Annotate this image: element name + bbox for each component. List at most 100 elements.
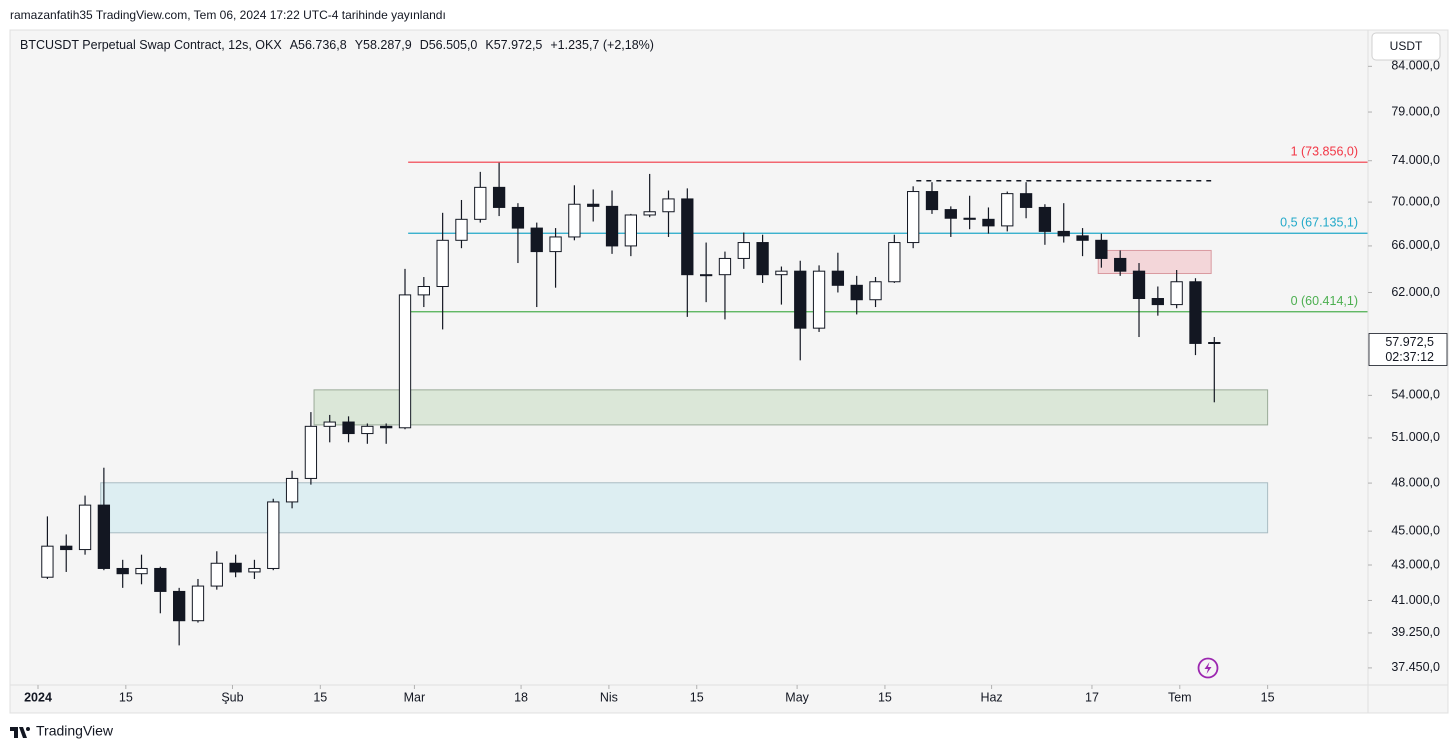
currency[interactable]: USDT [1390, 39, 1423, 53]
candle-body [530, 227, 543, 253]
last-price-box [1368, 333, 1448, 366]
candle-body [1170, 281, 1183, 306]
candle-body [116, 567, 129, 575]
chart-panel [9, 29, 1449, 714]
candle-body [1057, 230, 1070, 237]
candle-body [173, 590, 186, 622]
candle-body [1151, 298, 1164, 306]
candle-body [568, 203, 581, 238]
candle-body [135, 567, 148, 575]
candle-body [756, 242, 769, 276]
candle-body [907, 191, 920, 244]
symbol: BTCUSDT Perpetual Swap Contract, 12s, OK… [20, 38, 282, 52]
y-tick-label: 48.000,0 [1391, 475, 1440, 489]
candle-body [699, 274, 713, 277]
candle-body [323, 421, 336, 427]
fib-label: 0,5 (67.135,1) [1280, 216, 1358, 230]
x-tick-label: Şub [221, 690, 243, 704]
candle-body [1019, 193, 1033, 208]
zone [1097, 249, 1212, 275]
currency-button[interactable] [1371, 32, 1441, 61]
ohlc-low: D56.505,0 [420, 38, 478, 52]
candle-body [97, 504, 111, 569]
y-tick-label: 43.000,0 [1391, 557, 1440, 571]
candle-body [549, 236, 562, 253]
candle-body [342, 421, 355, 435]
candle-body [605, 205, 619, 247]
candle-body [1076, 235, 1089, 241]
candle-body [191, 585, 205, 622]
fib-label: 1 (73.856,0) [1291, 144, 1358, 158]
candle-body [417, 286, 430, 296]
candle-body [775, 270, 788, 276]
alert-circle[interactable] [1197, 657, 1219, 679]
y-tick-label: 79.000,0 [1391, 104, 1440, 118]
x-tick-label: May [785, 690, 809, 704]
x-tick-label: 2024 [24, 690, 52, 704]
alert-bolt[interactable] [1204, 662, 1212, 674]
branding: TradingView [36, 723, 114, 739]
candle-body [681, 198, 694, 276]
x-tick-label: Mar [404, 690, 426, 704]
candle-body [869, 281, 882, 301]
ohlc-change: +1.235,7 (+2,18%) [550, 38, 654, 52]
x-tick-label: 15 [1261, 690, 1275, 704]
candle-body [850, 284, 863, 301]
x-tick-label: Tem [1168, 690, 1192, 704]
candle-body [41, 545, 54, 578]
candle-body [944, 209, 957, 219]
candle-body [154, 567, 167, 592]
x-tick-label: 15 [313, 690, 327, 704]
candle-body [624, 214, 637, 247]
candle-body [718, 257, 732, 276]
candle-body [1001, 193, 1014, 227]
y-tick-label: 84.000,0 [1391, 59, 1440, 73]
candle-body [737, 242, 750, 259]
ohlc-open: A56.736,8 [290, 38, 347, 52]
symbol-legend: BTCUSDT Perpetual Swap Contract, 12s, OK… [20, 38, 654, 52]
candle-body [643, 211, 656, 216]
candle-body [982, 218, 995, 227]
candle-body [963, 217, 976, 220]
logo-mark [10, 727, 30, 738]
zone [313, 389, 1269, 426]
alert-icon[interactable] [1197, 657, 1219, 679]
candle-body [1132, 270, 1146, 300]
candle-body [888, 242, 901, 283]
y-tick-label: 62.000,0 [1391, 285, 1440, 299]
ohlc-high: Y58.287,9 [355, 38, 412, 52]
candle-body [436, 239, 449, 288]
candle-body [361, 425, 374, 435]
candle-body [1114, 257, 1127, 272]
candle-body [831, 270, 845, 286]
x-tick-label: 18 [514, 690, 528, 704]
candle-body [662, 198, 675, 213]
y-tick-label: 41.000,0 [1391, 593, 1440, 607]
y-tick-label: 74.000,0 [1391, 153, 1440, 167]
candle-body [1095, 239, 1108, 259]
candle-body [267, 501, 280, 569]
candle-body [1189, 281, 1202, 344]
candle-body [398, 294, 412, 429]
y-tick-label: 51.000,0 [1391, 430, 1440, 444]
candle-body [60, 545, 73, 551]
published-note: ramazanfatih35 TradingView.com, Tem 06, … [10, 8, 446, 22]
countdown: 02:37:12 [1385, 350, 1434, 364]
candle-body [304, 425, 318, 479]
y-tick-label: 37.450,0 [1391, 660, 1440, 674]
y-tick-label: 70.000,0 [1391, 194, 1440, 208]
last-price-label: 57.972,5 [1385, 335, 1434, 349]
candle-body [210, 562, 223, 587]
x-tick-label: 15 [119, 690, 133, 704]
x-tick-label: 15 [690, 690, 704, 704]
candle-body [492, 186, 506, 208]
fib-label: 0 (60.414,1) [1291, 294, 1358, 308]
ohlc-close: K57.972,5 [485, 38, 542, 52]
candle-body [285, 477, 299, 503]
candle-body [794, 270, 807, 329]
candle-body [380, 425, 393, 429]
y-tick-label: 54.000,0 [1391, 388, 1440, 402]
candle-body [925, 191, 939, 211]
